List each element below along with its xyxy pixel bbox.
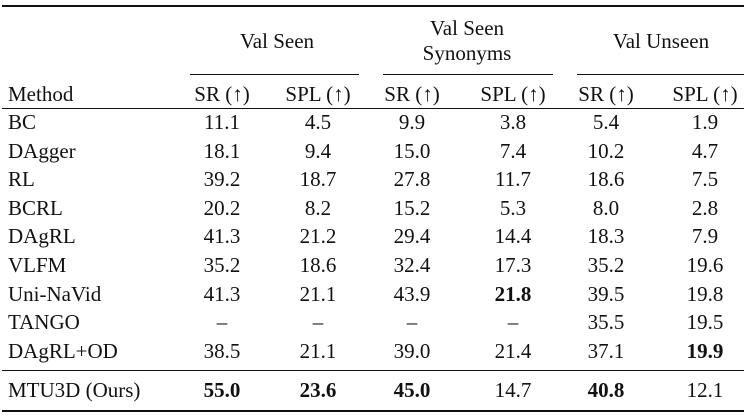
value-cell: 45.0 [393, 378, 431, 402]
mid-rule [2, 370, 744, 371]
value-cell: 19.9 [686, 339, 724, 363]
value-cell: 41.3 [203, 282, 241, 306]
value-cell: 39.2 [203, 167, 241, 191]
metric-header: SR (↑) [384, 82, 440, 106]
method-cell: DAgRL [8, 224, 76, 248]
value-cell: 7.5 [691, 167, 719, 191]
value-cell: 40.8 [587, 378, 625, 402]
method-header: Method [8, 82, 74, 106]
value-cell: – [507, 310, 519, 334]
value-cell: 14.4 [494, 224, 532, 248]
method-cell: DAgger [8, 139, 76, 163]
value-cell: 14.7 [494, 378, 532, 402]
method-cell: DAgRL+OD [8, 339, 118, 363]
value-cell: 39.0 [393, 339, 431, 363]
value-cell: 37.1 [587, 339, 625, 363]
value-cell: 12.1 [686, 378, 724, 402]
value-cell: 27.8 [393, 167, 431, 191]
value-cell: 32.4 [393, 253, 431, 277]
value-cell: 18.6 [299, 253, 337, 277]
value-cell: 9.9 [398, 110, 426, 134]
value-cell: 8.2 [304, 196, 332, 220]
value-cell: 11.1 [204, 110, 240, 134]
value-cell: 3.8 [499, 110, 527, 134]
value-cell: 19.8 [686, 282, 724, 306]
value-cell: 55.0 [203, 378, 241, 402]
value-cell: 43.9 [393, 282, 431, 306]
value-cell: 20.2 [203, 196, 241, 220]
method-cell: Uni-NaVid [8, 282, 102, 306]
value-cell: 2.8 [691, 196, 719, 220]
header-rule [2, 108, 744, 109]
metric-header: SR (↑) [194, 82, 250, 106]
metric-header: SPL (↑) [672, 82, 738, 106]
group-header-val-seen: Val Seen [239, 29, 315, 53]
value-cell: 5.4 [592, 110, 620, 134]
value-cell: 23.6 [299, 378, 337, 402]
value-cell: 21.1 [299, 282, 337, 306]
value-cell: 5.3 [499, 196, 527, 220]
group-rule-val-seen [190, 74, 359, 75]
value-cell: 29.4 [393, 224, 431, 248]
value-cell: 35.5 [587, 310, 625, 334]
value-cell: 21.2 [299, 224, 337, 248]
value-cell: – [216, 310, 228, 334]
value-cell: 41.3 [203, 224, 241, 248]
value-cell: 10.2 [587, 139, 625, 163]
value-cell: 21.1 [299, 339, 337, 363]
value-cell: 18.1 [203, 139, 241, 163]
value-cell: 21.4 [494, 339, 532, 363]
value-cell: 4.7 [691, 139, 719, 163]
value-cell: 18.3 [587, 224, 625, 248]
value-cell: 19.6 [686, 253, 724, 277]
method-cell: RL [8, 167, 35, 191]
value-cell: 7.4 [499, 139, 527, 163]
method-cell: BCRL [8, 196, 63, 220]
value-cell: 35.2 [203, 253, 241, 277]
value-cell: 8.0 [592, 196, 620, 220]
value-cell: – [312, 310, 324, 334]
metric-header: SPL (↑) [480, 82, 546, 106]
value-cell: 4.5 [304, 110, 332, 134]
value-cell: 39.5 [587, 282, 625, 306]
group-rule-val-seen-synonyms [383, 74, 553, 75]
method-cell: MTU3D (Ours) [8, 378, 141, 402]
value-cell: 19.5 [686, 310, 724, 334]
value-cell: – [406, 310, 418, 334]
group-header-val-unseen: Val Unseen [612, 29, 710, 53]
metric-header: SR (↑) [578, 82, 634, 106]
group-header-val-seen-synonyms: Val Seen Synonyms [422, 16, 512, 65]
value-cell: 9.4 [304, 139, 332, 163]
value-cell: 1.9 [691, 110, 719, 134]
top-rule [2, 5, 744, 7]
method-cell: BC [8, 110, 37, 134]
value-cell: 21.8 [494, 282, 532, 306]
metric-header: SPL (↑) [285, 82, 351, 106]
value-cell: 15.2 [393, 196, 431, 220]
method-cell: VLFM [8, 253, 67, 277]
value-cell: 7.9 [691, 224, 719, 248]
value-cell: 18.6 [587, 167, 625, 191]
bottom-rule [2, 410, 744, 412]
value-cell: 38.5 [203, 339, 241, 363]
value-cell: 18.7 [299, 167, 337, 191]
method-cell: TANGO [8, 310, 80, 334]
value-cell: 15.0 [393, 139, 431, 163]
value-cell: 17.3 [494, 253, 532, 277]
value-cell: 35.2 [587, 253, 625, 277]
group-rule-val-unseen [577, 74, 744, 75]
value-cell: 11.7 [495, 167, 531, 191]
